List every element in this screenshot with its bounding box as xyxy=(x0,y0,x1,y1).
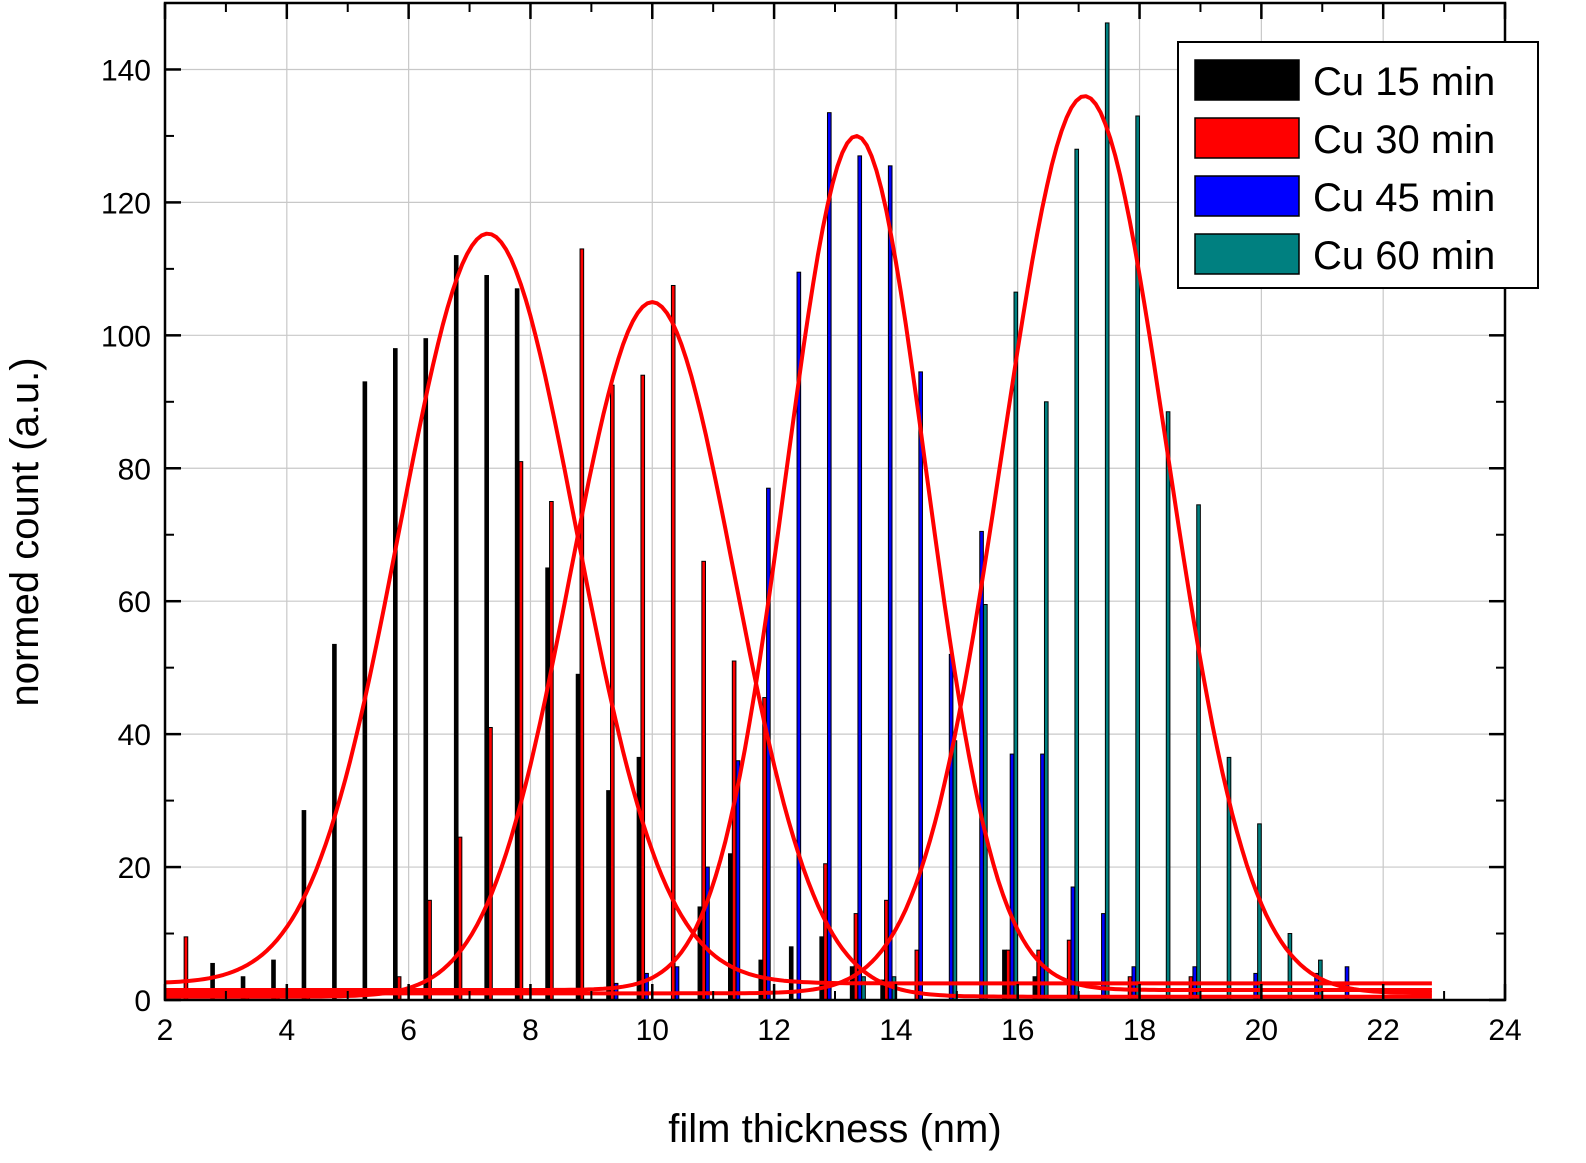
x-tick-label: 14 xyxy=(879,1014,912,1047)
bar xyxy=(640,374,646,1001)
bar xyxy=(514,288,520,1001)
bar xyxy=(952,740,958,1001)
bar xyxy=(826,112,832,1001)
bar xyxy=(853,913,859,1001)
bar xyxy=(1074,148,1080,1001)
fit-curve xyxy=(165,94,1432,996)
x-tick-label: 4 xyxy=(278,1014,295,1047)
bar xyxy=(488,726,493,1001)
bar xyxy=(1009,753,1015,1001)
y-tick-label: 20 xyxy=(118,852,151,885)
bar xyxy=(819,936,824,1001)
y-tick-label: 0 xyxy=(134,985,151,1018)
bar xyxy=(1043,401,1049,1001)
fit-curve xyxy=(164,231,1432,986)
legend-swatch xyxy=(1194,117,1300,159)
bar xyxy=(705,866,710,1001)
legend: Cu 15 min Cu 30 min Cu 45 min Cu 60 min xyxy=(1177,41,1539,289)
x-tick-label: 12 xyxy=(757,1014,790,1047)
x-tick-label: 6 xyxy=(400,1014,417,1047)
bar xyxy=(549,501,554,1001)
bar xyxy=(423,338,429,1001)
bar xyxy=(484,275,489,1001)
bar xyxy=(670,284,676,1001)
legend-swatch xyxy=(1194,175,1300,217)
bar xyxy=(575,673,581,1001)
y-tick-label: 120 xyxy=(101,187,151,220)
bar xyxy=(918,371,923,1001)
bar xyxy=(1257,823,1262,1001)
bar xyxy=(545,567,550,1001)
bar xyxy=(1104,22,1110,1001)
bar xyxy=(393,348,398,1001)
bar xyxy=(1066,939,1072,1001)
legend-swatch xyxy=(1194,59,1300,101)
bar xyxy=(644,972,649,1001)
legend-swatch xyxy=(1194,233,1300,275)
y-tick-label: 100 xyxy=(101,320,151,353)
x-tick-label: 24 xyxy=(1488,1014,1521,1047)
bar xyxy=(701,560,706,1001)
x-tick-label: 22 xyxy=(1366,1014,1399,1047)
x-tick-label: 20 xyxy=(1245,1014,1278,1047)
y-tick-label: 40 xyxy=(118,719,151,752)
x-tick-label: 18 xyxy=(1123,1014,1156,1047)
y-tick-label: 140 xyxy=(101,54,151,87)
bar xyxy=(1002,949,1007,1001)
legend-label: Cu 30 min xyxy=(1313,118,1495,162)
legend-label: Cu 15 min xyxy=(1313,60,1495,104)
bar xyxy=(1165,411,1171,1001)
bar xyxy=(948,653,954,1001)
x-tick-label: 10 xyxy=(636,1014,669,1047)
bar xyxy=(728,853,733,1001)
bar xyxy=(1196,504,1201,1001)
bar xyxy=(887,165,893,1001)
y-axis-title: normed count (a.u.) xyxy=(3,357,47,706)
bar xyxy=(457,836,463,1001)
bar xyxy=(579,248,585,1001)
y-tick-label: 60 xyxy=(118,586,151,619)
bar xyxy=(606,790,611,1001)
x-tick-label: 16 xyxy=(1001,1014,1034,1047)
bar xyxy=(983,604,988,1001)
fit-curves xyxy=(164,94,1432,999)
x-tick-label: 8 xyxy=(522,1014,539,1047)
bar xyxy=(636,756,642,1001)
bar xyxy=(731,660,737,1001)
bar xyxy=(301,810,307,1001)
x-tick-label: 2 xyxy=(157,1014,174,1047)
y-tick-label: 80 xyxy=(118,453,151,486)
legend-label: Cu 45 min xyxy=(1313,176,1495,220)
bar xyxy=(857,155,863,1001)
bar xyxy=(427,899,432,1001)
bar xyxy=(1013,291,1019,1001)
bar xyxy=(1005,949,1011,1001)
bar xyxy=(518,461,524,1001)
bar xyxy=(453,255,459,1001)
bar xyxy=(762,697,767,1001)
legend-label: Cu 60 min xyxy=(1313,234,1495,278)
bar xyxy=(861,976,866,1001)
fit-curve xyxy=(165,134,1432,992)
bar xyxy=(823,863,828,1001)
x-axis-title: film thickness (nm) xyxy=(668,1107,1001,1151)
